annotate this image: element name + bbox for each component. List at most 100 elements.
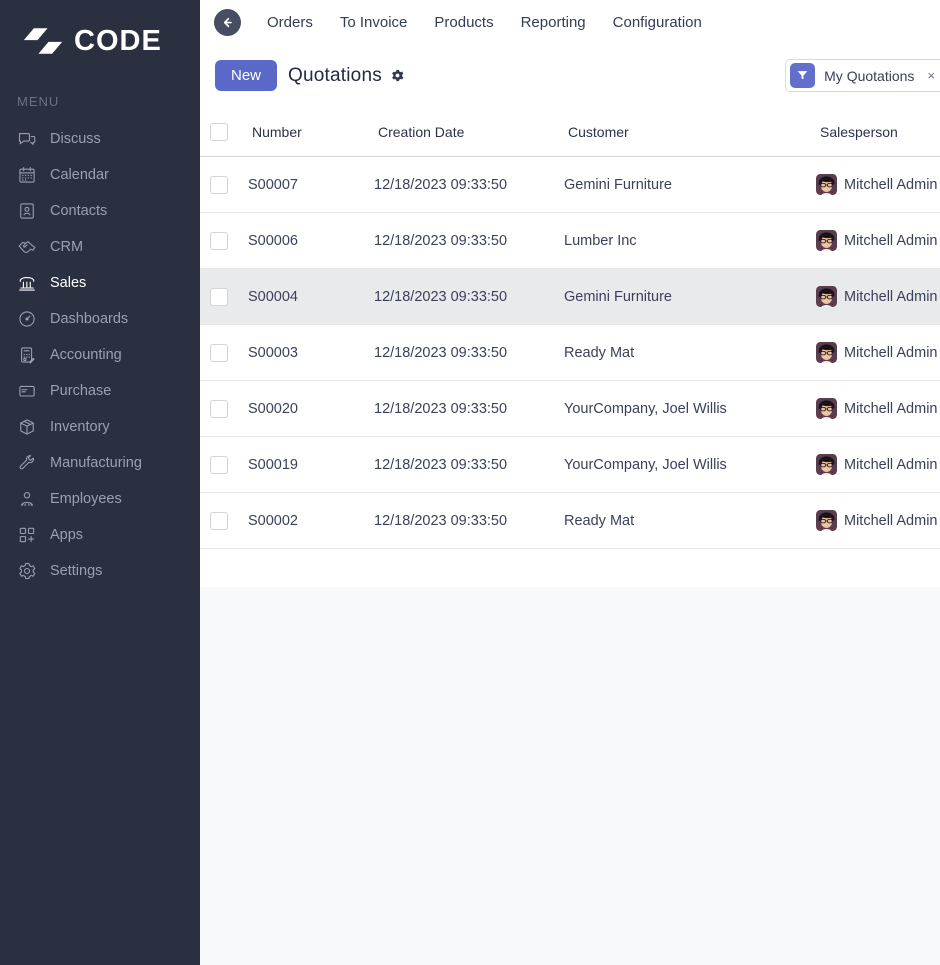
cell-number: S00002 bbox=[248, 512, 298, 529]
cell-creation-date: 12/18/2023 09:33:50 bbox=[374, 344, 508, 361]
main-area: Orders To Invoice Products Reporting Con… bbox=[200, 0, 940, 965]
cell-creation-date: 12/18/2023 09:33:50 bbox=[374, 456, 508, 473]
sidebar-item-label: Dashboards bbox=[50, 311, 129, 327]
nav-link-configuration[interactable]: Configuration bbox=[612, 13, 702, 31]
cell-number: S00020 bbox=[248, 400, 298, 417]
cell-customer: Ready Mat bbox=[564, 344, 635, 361]
control-panel: New Quotations My Quotations × bbox=[200, 44, 940, 107]
sidebar-item-accounting[interactable]: Accounting bbox=[0, 337, 200, 373]
back-button[interactable] bbox=[214, 8, 241, 36]
menu-section-label: MENU bbox=[17, 94, 60, 109]
cell-salesperson: Mitchell Admin bbox=[844, 344, 938, 361]
settings-gear-icon[interactable] bbox=[390, 68, 405, 83]
row-checkbox[interactable] bbox=[210, 455, 228, 474]
logo-text: CODE bbox=[74, 24, 162, 57]
sidebar-item-discuss[interactable]: Discuss bbox=[0, 121, 200, 157]
sidebar-item-label: Contacts bbox=[50, 203, 108, 219]
cell-salesperson: Mitchell Admin bbox=[844, 232, 938, 249]
cell-customer: YourCompany, Joel Willis bbox=[564, 400, 727, 417]
sidebar-item-label: Calendar bbox=[50, 167, 109, 183]
sidebar-item-label: CRM bbox=[50, 239, 84, 255]
table-row[interactable]: S00006 12/18/2023 09:33:50 Lumber Inc Mi… bbox=[200, 213, 940, 269]
salesperson-avatar bbox=[816, 342, 837, 363]
empty-content-area bbox=[200, 587, 940, 965]
nav-link-to-invoice[interactable]: To Invoice bbox=[339, 13, 408, 31]
table-row[interactable]: S00020 12/18/2023 09:33:50 YourCompany, … bbox=[200, 381, 940, 437]
cell-creation-date: 12/18/2023 09:33:50 bbox=[374, 288, 508, 305]
row-checkbox[interactable] bbox=[210, 511, 228, 530]
filter-label: My Quotations bbox=[824, 67, 915, 84]
table-row[interactable]: S00019 12/18/2023 09:33:50 YourCompany, … bbox=[200, 437, 940, 493]
new-button[interactable]: New bbox=[215, 60, 278, 91]
table-row[interactable]: S00007 12/18/2023 09:33:50 Gemini Furnit… bbox=[200, 157, 940, 213]
sidebar-item-employees[interactable]: Employees bbox=[0, 481, 200, 517]
sidebar-item-dashboards[interactable]: Dashboards bbox=[0, 301, 200, 337]
cell-number: S00006 bbox=[248, 232, 298, 249]
column-header-salesperson[interactable]: Salesperson bbox=[820, 123, 898, 140]
wrench-icon bbox=[17, 453, 37, 473]
filter-remove-icon[interactable]: × bbox=[927, 68, 935, 83]
column-header-number[interactable]: Number bbox=[252, 123, 302, 140]
sidebar-item-sales[interactable]: Sales bbox=[0, 265, 200, 301]
table-row[interactable]: S00003 12/18/2023 09:33:50 Ready Mat Mit… bbox=[200, 325, 940, 381]
cell-customer: Gemini Furniture bbox=[564, 288, 672, 305]
cell-salesperson: Mitchell Admin bbox=[844, 400, 938, 417]
gauge-icon bbox=[17, 309, 37, 329]
column-header-customer[interactable]: Customer bbox=[568, 123, 629, 140]
cell-customer: Gemini Furniture bbox=[564, 176, 672, 193]
sidebar-item-label: Accounting bbox=[50, 347, 122, 363]
row-checkbox[interactable] bbox=[210, 287, 228, 306]
app-logo[interactable]: CODE bbox=[0, 0, 200, 62]
sidebar-item-label: Apps bbox=[50, 527, 84, 543]
apps-grid-icon bbox=[17, 525, 37, 545]
salesperson-avatar bbox=[816, 398, 837, 419]
sidebar-item-manufacturing[interactable]: Manufacturing bbox=[0, 445, 200, 481]
cell-salesperson: Mitchell Admin bbox=[844, 456, 938, 473]
cell-number: S00007 bbox=[248, 176, 298, 193]
sidebar-item-contacts[interactable]: Contacts bbox=[0, 193, 200, 229]
cell-salesperson: Mitchell Admin bbox=[844, 512, 938, 529]
nav-link-orders[interactable]: Orders bbox=[267, 13, 313, 31]
sidebar-item-purchase[interactable]: Purchase bbox=[0, 373, 200, 409]
cell-creation-date: 12/18/2023 09:33:50 bbox=[374, 400, 508, 417]
table-row[interactable]: S00004 12/18/2023 09:33:50 Gemini Furnit… bbox=[200, 269, 940, 325]
cell-creation-date: 12/18/2023 09:33:50 bbox=[374, 232, 508, 249]
sidebar-item-label: Sales bbox=[50, 275, 87, 291]
sidebar-item-label: Purchase bbox=[50, 383, 112, 399]
row-checkbox[interactable] bbox=[210, 175, 228, 194]
sidebar-item-label: Manufacturing bbox=[50, 455, 142, 471]
sidebar-item-crm[interactable]: CRM bbox=[0, 229, 200, 265]
salesperson-avatar bbox=[816, 510, 837, 531]
cell-customer: YourCompany, Joel Willis bbox=[564, 456, 727, 473]
row-checkbox[interactable] bbox=[210, 231, 228, 250]
logo-arrows-icon bbox=[23, 28, 63, 54]
cell-number: S00003 bbox=[248, 344, 298, 361]
sidebar-item-apps[interactable]: Apps bbox=[0, 517, 200, 553]
cell-number: S00004 bbox=[248, 288, 298, 305]
nav-link-products[interactable]: Products bbox=[434, 13, 494, 31]
salesperson-avatar bbox=[816, 230, 837, 251]
row-checkbox[interactable] bbox=[210, 343, 228, 362]
row-checkbox[interactable] bbox=[210, 399, 228, 418]
sidebar-item-calendar[interactable]: Calendar bbox=[0, 157, 200, 193]
nav-link-reporting[interactable]: Reporting bbox=[520, 13, 586, 31]
table-row[interactable]: S00002 12/18/2023 09:33:50 Ready Mat Mit… bbox=[200, 493, 940, 549]
cell-creation-date: 12/18/2023 09:33:50 bbox=[374, 512, 508, 529]
select-all-checkbox[interactable] bbox=[210, 122, 228, 141]
cell-creation-date: 12/18/2023 09:33:50 bbox=[374, 176, 508, 193]
box-icon bbox=[17, 417, 37, 437]
table-header-row: Number Creation Date Customer Salesperso… bbox=[200, 107, 940, 157]
sidebar-nav: Discuss Calendar Contacts CRM Sales Dash… bbox=[0, 121, 200, 589]
page-title: Quotations bbox=[288, 64, 382, 86]
cell-salesperson: Mitchell Admin bbox=[844, 176, 938, 193]
sidebar-item-label: Employees bbox=[50, 491, 122, 507]
calculator-icon bbox=[17, 345, 37, 365]
salesperson-avatar bbox=[816, 454, 837, 475]
sidebar-item-settings[interactable]: Settings bbox=[0, 553, 200, 589]
sidebar-item-label: Settings bbox=[50, 563, 103, 579]
credit-card-icon bbox=[17, 381, 37, 401]
active-filter-chip[interactable]: My Quotations × bbox=[785, 59, 940, 92]
sidebar-item-inventory[interactable]: Inventory bbox=[0, 409, 200, 445]
column-header-creation-date[interactable]: Creation Date bbox=[378, 123, 465, 140]
cell-number: S00019 bbox=[248, 456, 298, 473]
